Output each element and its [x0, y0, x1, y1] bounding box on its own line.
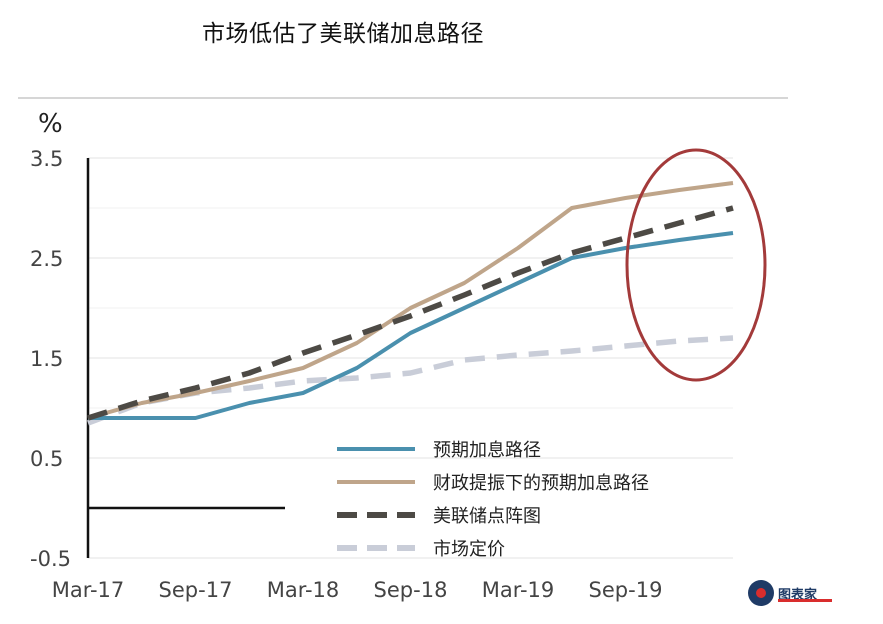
legend-label: 财政提振下的预期加息路径 — [433, 473, 649, 494]
series-line — [87, 181, 734, 420]
x-tick-label: Mar-17 — [52, 578, 125, 602]
series-line — [88, 231, 734, 420]
y-tick-label: 1.5 — [30, 347, 63, 371]
logo-icon — [748, 580, 774, 606]
legend-label: 预期加息路径 — [433, 440, 541, 461]
y-tick-label: 3.5 — [30, 147, 63, 171]
y-tick-label: -0.5 — [30, 547, 71, 571]
x-tick-label: Sep-17 — [159, 578, 233, 602]
series-line — [87, 335, 734, 426]
x-tick-label: Mar-19 — [482, 578, 555, 602]
legend-label: 市场定价 — [433, 539, 505, 560]
y-axis-unit: % — [38, 109, 63, 139]
y-tick-label: 0.5 — [30, 447, 63, 471]
watermark-underline — [778, 599, 832, 602]
x-tick-label: Mar-18 — [267, 578, 340, 602]
y-tick-label: 2.5 — [30, 247, 63, 271]
watermark-logo: 图表家 — [748, 578, 838, 608]
legend-label: 美联储点阵图 — [433, 506, 541, 527]
chart-title: 市场低估了美联储加息路径 — [202, 21, 484, 47]
x-tick-label: Sep-19 — [589, 578, 663, 602]
series-line — [87, 205, 734, 421]
x-tick-label: Sep-18 — [374, 578, 448, 602]
highlight-ellipse — [625, 148, 767, 382]
